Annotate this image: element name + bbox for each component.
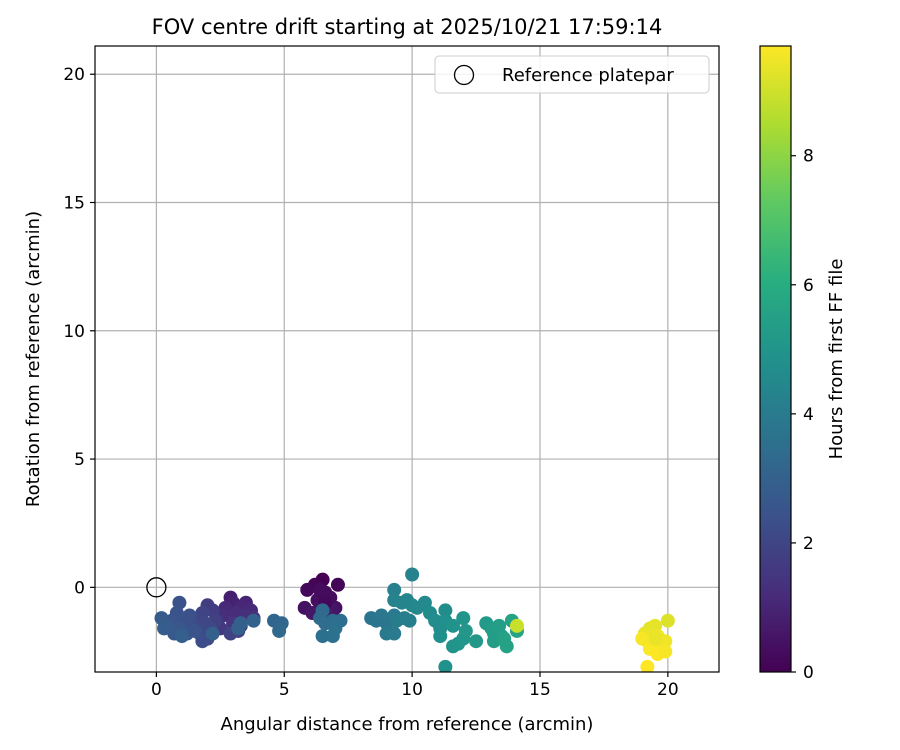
data-point <box>635 631 650 646</box>
legend-marker-open-circle <box>453 64 475 86</box>
data-point <box>315 629 330 644</box>
colorbar-tick-label: 8 <box>803 147 814 167</box>
data-point <box>328 621 343 636</box>
reference-platepar-marker <box>146 577 167 598</box>
y-tick-label: 20 <box>63 65 85 85</box>
x-tick-label: 20 <box>657 680 679 700</box>
plot-frame <box>94 45 720 673</box>
data-point <box>157 621 172 636</box>
data-point <box>300 582 315 597</box>
data-point <box>438 603 453 618</box>
colorbar-gradient <box>759 45 792 673</box>
x-axis-ticks: 0 5 10 15 20 <box>151 672 679 700</box>
legend-box <box>434 55 710 94</box>
colorbar-tick-label: 6 <box>803 276 814 296</box>
colorbar: 0 2 4 6 8 Hours from first FF file <box>759 45 847 683</box>
data-point <box>648 631 663 646</box>
data-points <box>154 567 675 672</box>
colorbar-label: Hours from first FF file <box>826 259 847 460</box>
colorbar-tick-label: 0 <box>803 663 814 683</box>
x-tick-label: 5 <box>279 680 290 700</box>
data-point <box>509 618 524 633</box>
x-tick-label: 0 <box>151 680 162 700</box>
data-point <box>660 613 675 628</box>
y-tick-label: 5 <box>74 450 85 470</box>
data-point <box>205 626 220 641</box>
data-point <box>313 582 328 597</box>
y-axis-ticks: 0 5 10 15 20 <box>63 65 95 598</box>
data-point <box>231 621 246 636</box>
data-point <box>187 623 202 638</box>
data-point <box>456 611 471 626</box>
data-point <box>469 634 484 649</box>
data-point <box>433 629 448 644</box>
colorbar-ticks: 0 2 4 6 8 <box>791 147 814 683</box>
y-tick-label: 15 <box>63 194 85 214</box>
data-point <box>246 613 261 628</box>
data-point <box>195 634 210 649</box>
data-point <box>174 629 189 644</box>
data-point <box>387 582 402 597</box>
legend: Reference platepar <box>434 55 710 94</box>
y-axis-label: Rotation from reference (arcmin) <box>23 211 44 507</box>
y-tick-label: 10 <box>63 322 85 342</box>
y-tick-label: 0 <box>74 578 85 598</box>
colorbar-tick-label: 2 <box>803 534 814 554</box>
data-point <box>330 577 345 592</box>
data-point <box>272 623 287 638</box>
data-point <box>499 639 514 654</box>
data-point <box>405 567 420 582</box>
chart-title: FOV centre drift starting at 2025/10/21 … <box>152 15 663 39</box>
data-point <box>387 626 402 641</box>
x-tick-label: 15 <box>529 680 551 700</box>
data-point <box>640 659 655 672</box>
data-point <box>446 618 461 633</box>
data-point <box>402 613 417 628</box>
x-axis-label: Angular distance from reference (arcmin) <box>221 714 594 735</box>
legend-label: Reference platepar <box>502 65 674 86</box>
data-point <box>458 623 473 638</box>
data-point <box>658 644 673 659</box>
data-point <box>374 608 389 623</box>
colorbar-tick-label: 4 <box>803 405 814 425</box>
reference-marker-layer <box>146 577 167 598</box>
data-point <box>438 659 453 672</box>
x-tick-label: 10 <box>401 680 423 700</box>
